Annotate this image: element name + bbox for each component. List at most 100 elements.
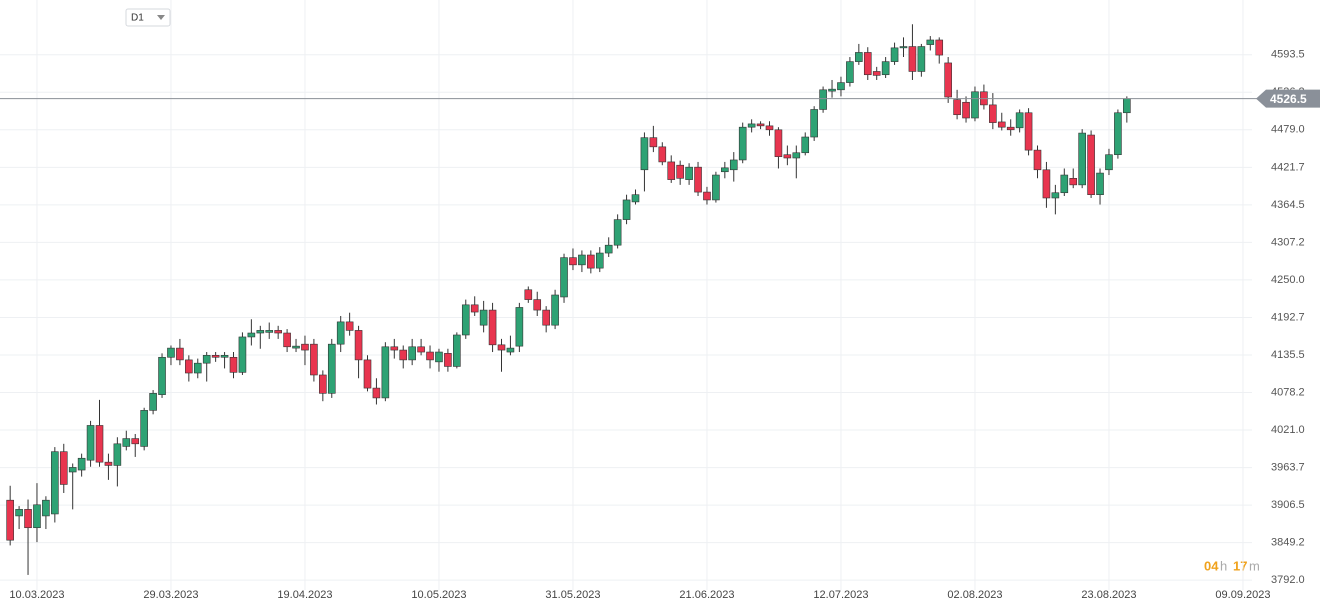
- candle-body: [336, 321, 345, 345]
- candle-body: [113, 443, 122, 466]
- candle-body: [783, 154, 792, 159]
- candle-body: [211, 355, 220, 358]
- candle-body: [149, 393, 157, 411]
- y-tick-label: 4479.0: [1271, 124, 1305, 136]
- candle-body: [274, 330, 282, 334]
- candle-body: [872, 71, 881, 76]
- candle-body: [1114, 112, 1122, 156]
- candle-body: [1087, 134, 1095, 196]
- candle-body: [185, 359, 193, 374]
- candle-body: [676, 164, 684, 179]
- candle-body: [247, 332, 256, 338]
- candle-body: [828, 88, 836, 92]
- candle-body: [229, 356, 238, 373]
- candle-body: [997, 121, 1006, 128]
- candle-body: [595, 252, 604, 269]
- candle-body: [944, 62, 952, 98]
- candle-body: [515, 307, 524, 347]
- candle-body: [345, 321, 354, 331]
- candle-body: [319, 374, 327, 394]
- y-tick-label: 4421.7: [1271, 161, 1305, 173]
- candle-body: [721, 167, 729, 173]
- candle-body: [461, 304, 470, 336]
- candle-body: [1033, 149, 1042, 171]
- candle-body: [622, 199, 631, 220]
- y-tick-label: 4192.7: [1271, 311, 1305, 323]
- candle-body: [881, 61, 890, 76]
- candle-body: [1006, 126, 1015, 131]
- candle-body: [631, 194, 640, 203]
- candle-body: [685, 166, 693, 180]
- candle-body: [497, 344, 506, 351]
- candle-body: [453, 334, 461, 367]
- candle-body: [837, 82, 845, 91]
- candle-body: [935, 39, 944, 56]
- candle-body: [587, 254, 595, 269]
- dropdown-arrow: [157, 15, 165, 20]
- candle-body: [354, 330, 363, 361]
- y-tick-label: 4364.5: [1271, 199, 1305, 211]
- y-tick-label: 3906.5: [1271, 499, 1305, 511]
- candle-body: [1123, 98, 1131, 114]
- candle-body: [158, 356, 166, 395]
- candle-body: [578, 254, 586, 266]
- timer-minutes: 17: [1233, 558, 1247, 573]
- candle-body: [444, 353, 452, 367]
- candle-body: [86, 425, 95, 461]
- candle-body: [95, 425, 104, 463]
- candle-body: [1105, 154, 1113, 171]
- candle-body: [256, 330, 265, 334]
- last-price-tag: [1256, 89, 1320, 108]
- candle-body: [470, 304, 479, 313]
- candle-body: [167, 347, 175, 358]
- candle-body: [533, 299, 542, 311]
- candle-body: [810, 109, 818, 138]
- candle-body: [506, 347, 515, 353]
- y-tick-label: 4078.2: [1271, 386, 1305, 398]
- candle-body: [104, 461, 113, 466]
- candle-body: [15, 509, 23, 517]
- candle-body: [1042, 169, 1051, 199]
- candle-body: [6, 499, 14, 541]
- candle-body: [310, 343, 318, 376]
- timeframe-box: [125, 8, 171, 27]
- timer-m: m: [1249, 558, 1260, 573]
- candle-body: [176, 347, 184, 361]
- y-tick-label: 4250.0: [1271, 274, 1305, 286]
- x-tick-label: 31.05.2023: [545, 589, 600, 601]
- candle-body: [77, 457, 86, 471]
- candle-body: [962, 101, 970, 119]
- candle-body: [363, 359, 372, 389]
- candle-body: [971, 91, 979, 119]
- candle-body: [51, 451, 59, 515]
- x-tick-label: 02.08.2023: [947, 589, 1002, 601]
- candle-body: [381, 346, 390, 399]
- timer-h: h: [1220, 558, 1227, 573]
- candle-body: [283, 332, 291, 348]
- candle-body: [238, 336, 247, 373]
- candle-body: [301, 343, 309, 351]
- candle-body: [551, 294, 559, 326]
- candle-body: [220, 355, 229, 358]
- x-tick-label: 29.03.2023: [143, 589, 198, 601]
- candle-body: [265, 330, 274, 333]
- candle-body: [926, 39, 935, 45]
- candle-body: [426, 351, 434, 361]
- candle-body: [122, 438, 131, 447]
- candle-body: [390, 346, 399, 351]
- timer: 04 h 17 m: [1204, 558, 1260, 573]
- candle-body: [42, 499, 50, 517]
- x-tick-label: 19.04.2023: [277, 589, 332, 601]
- candle-body: [24, 509, 32, 529]
- candle-body: [417, 346, 425, 353]
- candle-body: [712, 174, 720, 201]
- candle-body: [658, 146, 667, 163]
- candle-body: [855, 52, 863, 62]
- candle-body: [953, 99, 961, 116]
- timeframe-select[interactable]: D1: [125, 8, 171, 27]
- y-tick-label: 4307.2: [1271, 236, 1305, 248]
- candle-body: [747, 123, 756, 128]
- candle-body: [488, 309, 497, 346]
- candle-body: [899, 46, 908, 49]
